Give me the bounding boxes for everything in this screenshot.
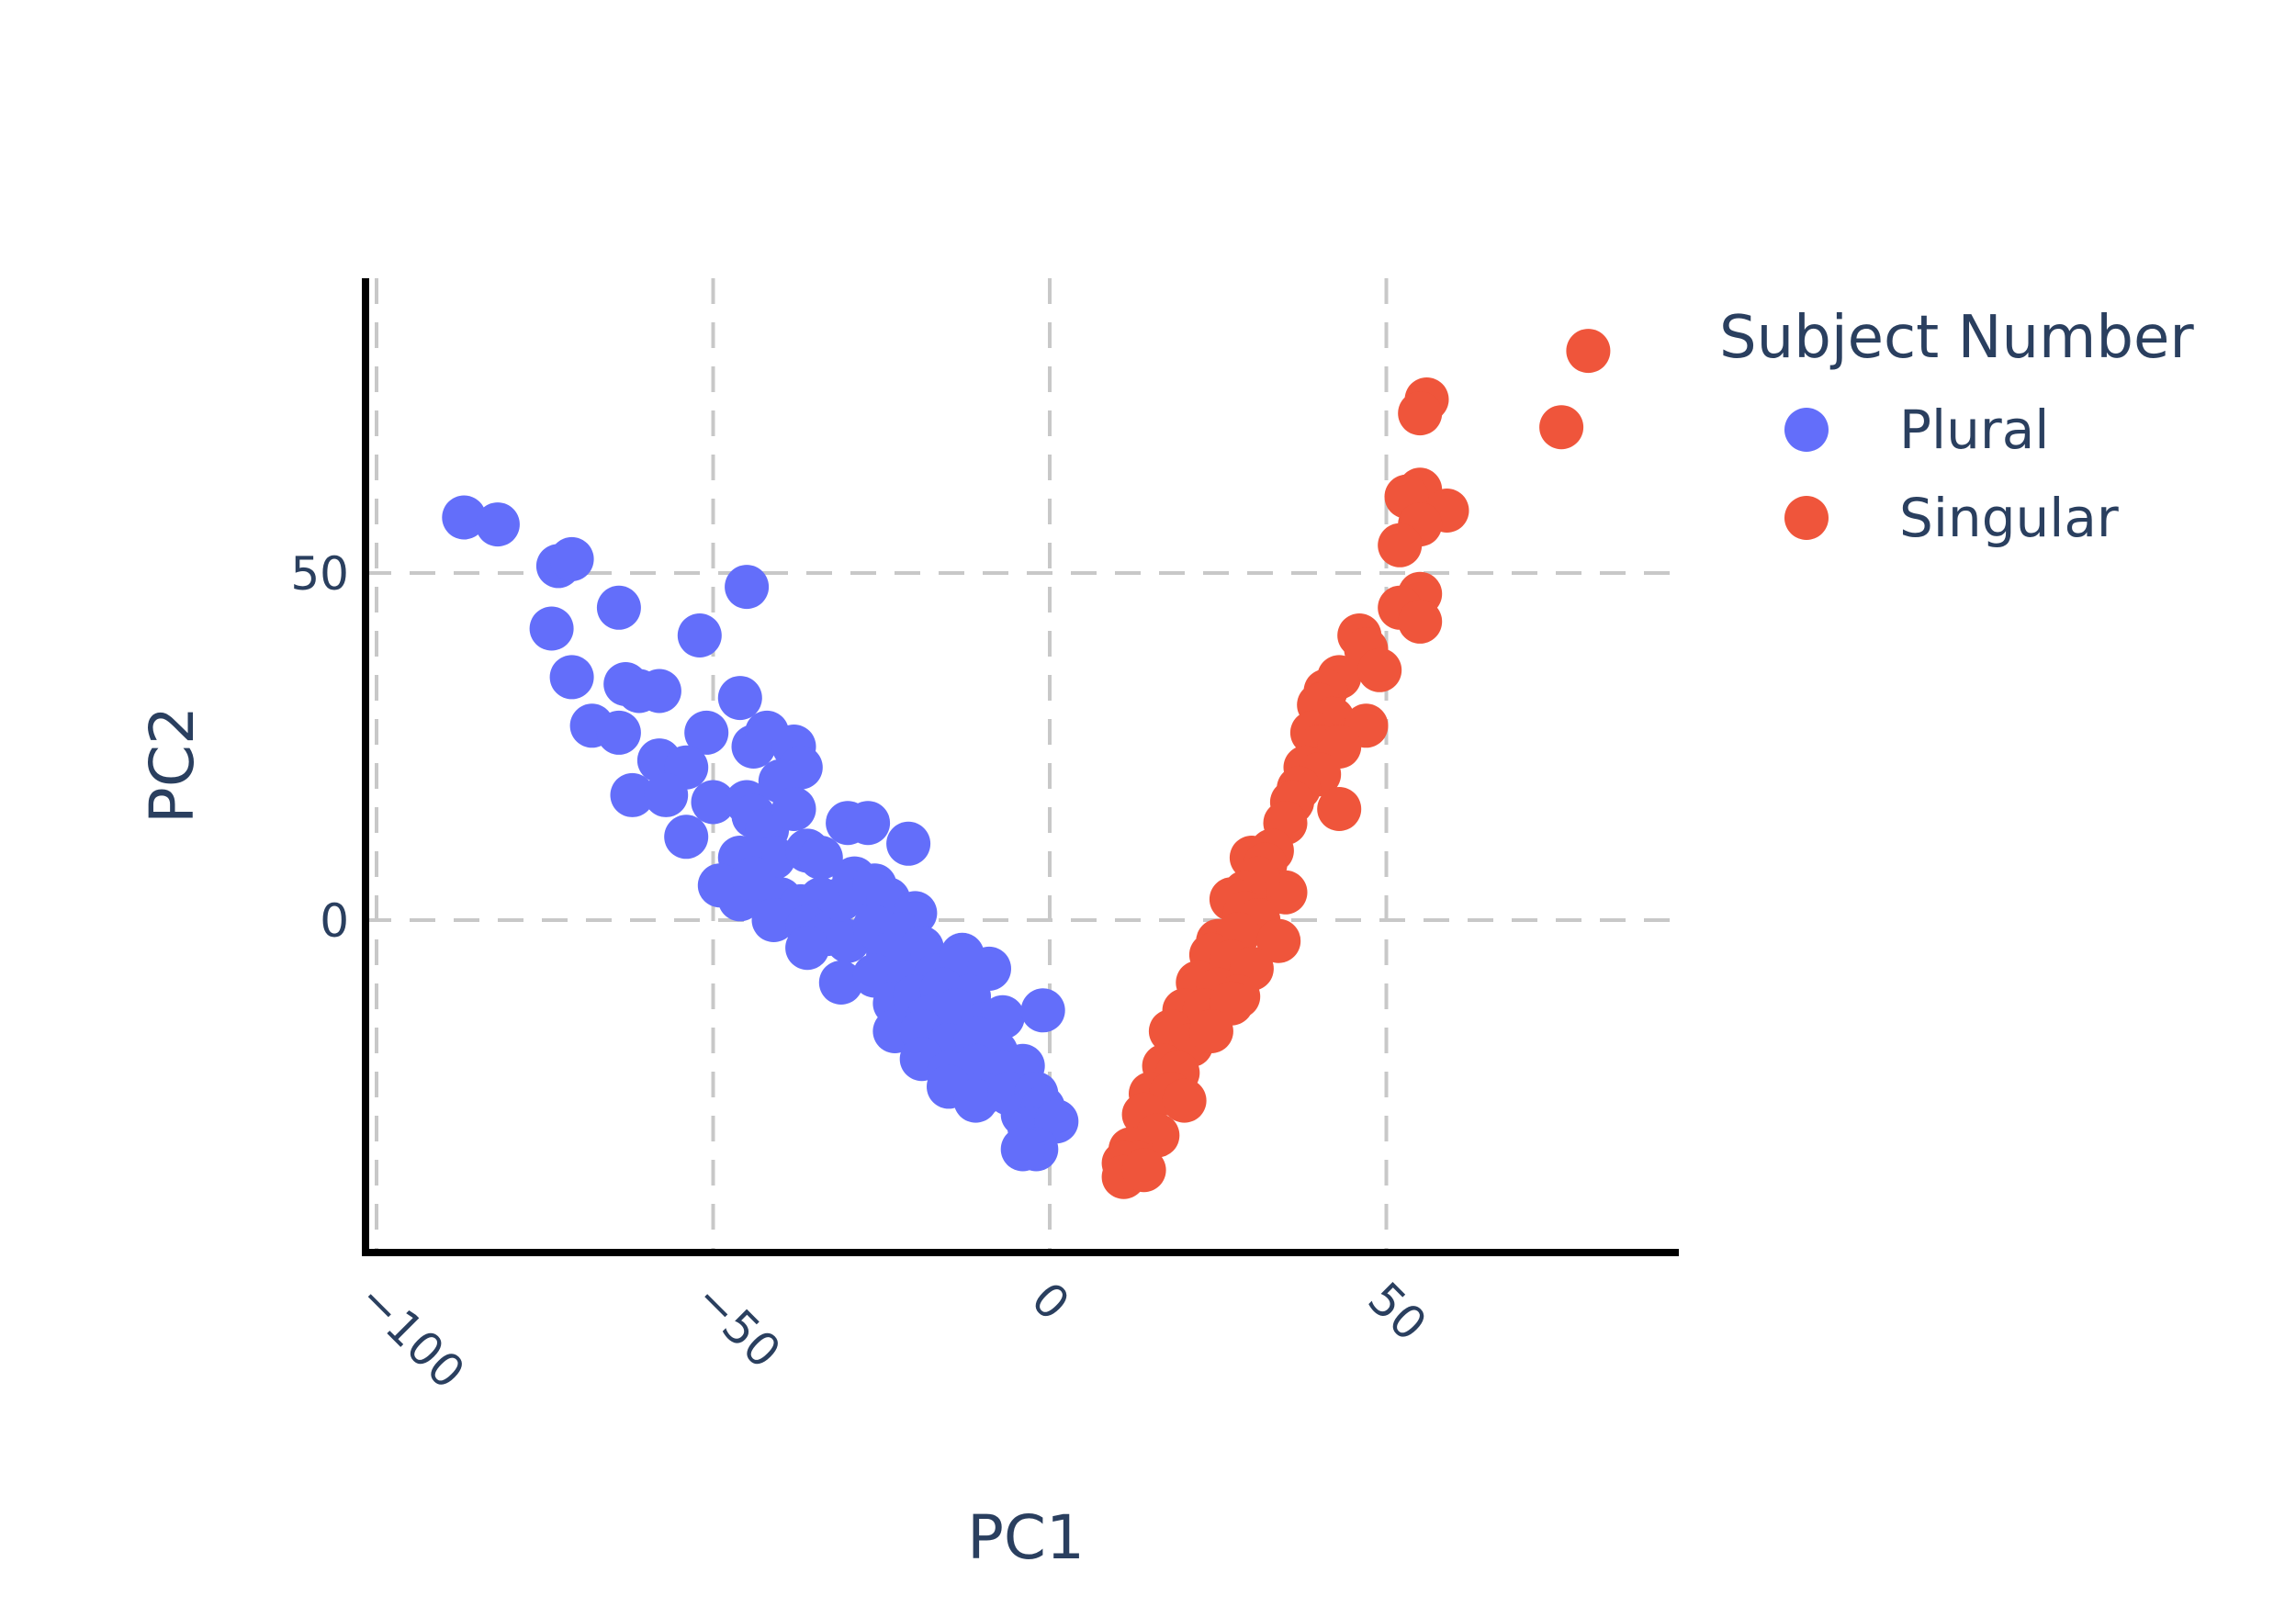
data-point — [1000, 1127, 1045, 1172]
data-point — [785, 926, 830, 971]
series-singular — [1101, 329, 1611, 1199]
y-tick-labels: 0 50 — [290, 547, 349, 948]
data-point — [818, 961, 863, 1005]
legend-marker-icon — [1784, 408, 1829, 452]
data-point — [684, 710, 729, 755]
data-point — [549, 536, 594, 581]
data-point — [798, 836, 843, 880]
data-point — [691, 780, 736, 825]
legend: Subject Number Plural Singular — [1719, 304, 2194, 549]
x-axis-title: PC1 — [967, 1502, 1085, 1573]
legend-item-plural[interactable]: Plural — [1784, 399, 2049, 461]
legend-label: Singular — [1899, 487, 2119, 549]
data-point — [751, 898, 796, 942]
data-point — [717, 676, 762, 721]
legend-item-singular[interactable]: Singular — [1784, 487, 2119, 549]
data-point — [886, 821, 931, 866]
x-tick-label: −100 — [348, 1272, 475, 1399]
data-point — [1317, 787, 1362, 831]
data-point — [529, 606, 574, 651]
data-point — [1378, 523, 1423, 568]
data-point — [1188, 1009, 1233, 1053]
data-point — [1539, 405, 1584, 450]
data-point — [442, 495, 487, 540]
y-tick-label: 50 — [290, 547, 349, 601]
data-point — [1398, 599, 1443, 644]
y-axis-title: PC2 — [137, 706, 208, 824]
data-point — [596, 710, 641, 755]
data-point — [616, 669, 661, 714]
data-points — [442, 329, 1611, 1199]
legend-label: Plural — [1899, 399, 2049, 461]
data-point — [1357, 647, 1402, 692]
data-point — [549, 655, 594, 700]
data-point — [475, 502, 520, 547]
series-plural — [442, 495, 1079, 1172]
data-point — [677, 613, 722, 657]
data-point — [596, 585, 641, 630]
data-point — [610, 772, 655, 817]
x-tick-label: −50 — [684, 1272, 791, 1378]
data-point — [1256, 918, 1301, 963]
y-tick-label: 0 — [320, 894, 349, 948]
data-point — [1566, 329, 1611, 374]
data-point — [725, 565, 770, 610]
x-tick-label: 0 — [1021, 1272, 1080, 1331]
data-point — [1398, 391, 1443, 436]
data-point — [953, 1078, 998, 1123]
data-point — [846, 801, 891, 846]
x-tick-labels: −100 −50 0 50 — [348, 1272, 1437, 1399]
data-point — [1121, 1148, 1166, 1193]
data-point — [1162, 1078, 1207, 1123]
data-point — [1020, 988, 1065, 1033]
x-tick-label: 50 — [1357, 1272, 1436, 1351]
data-point — [644, 772, 689, 817]
axes — [362, 278, 1679, 1256]
legend-marker-icon — [1784, 496, 1829, 540]
data-point — [664, 815, 709, 860]
legend-title: Subject Number — [1719, 304, 2194, 372]
data-point — [771, 787, 816, 831]
